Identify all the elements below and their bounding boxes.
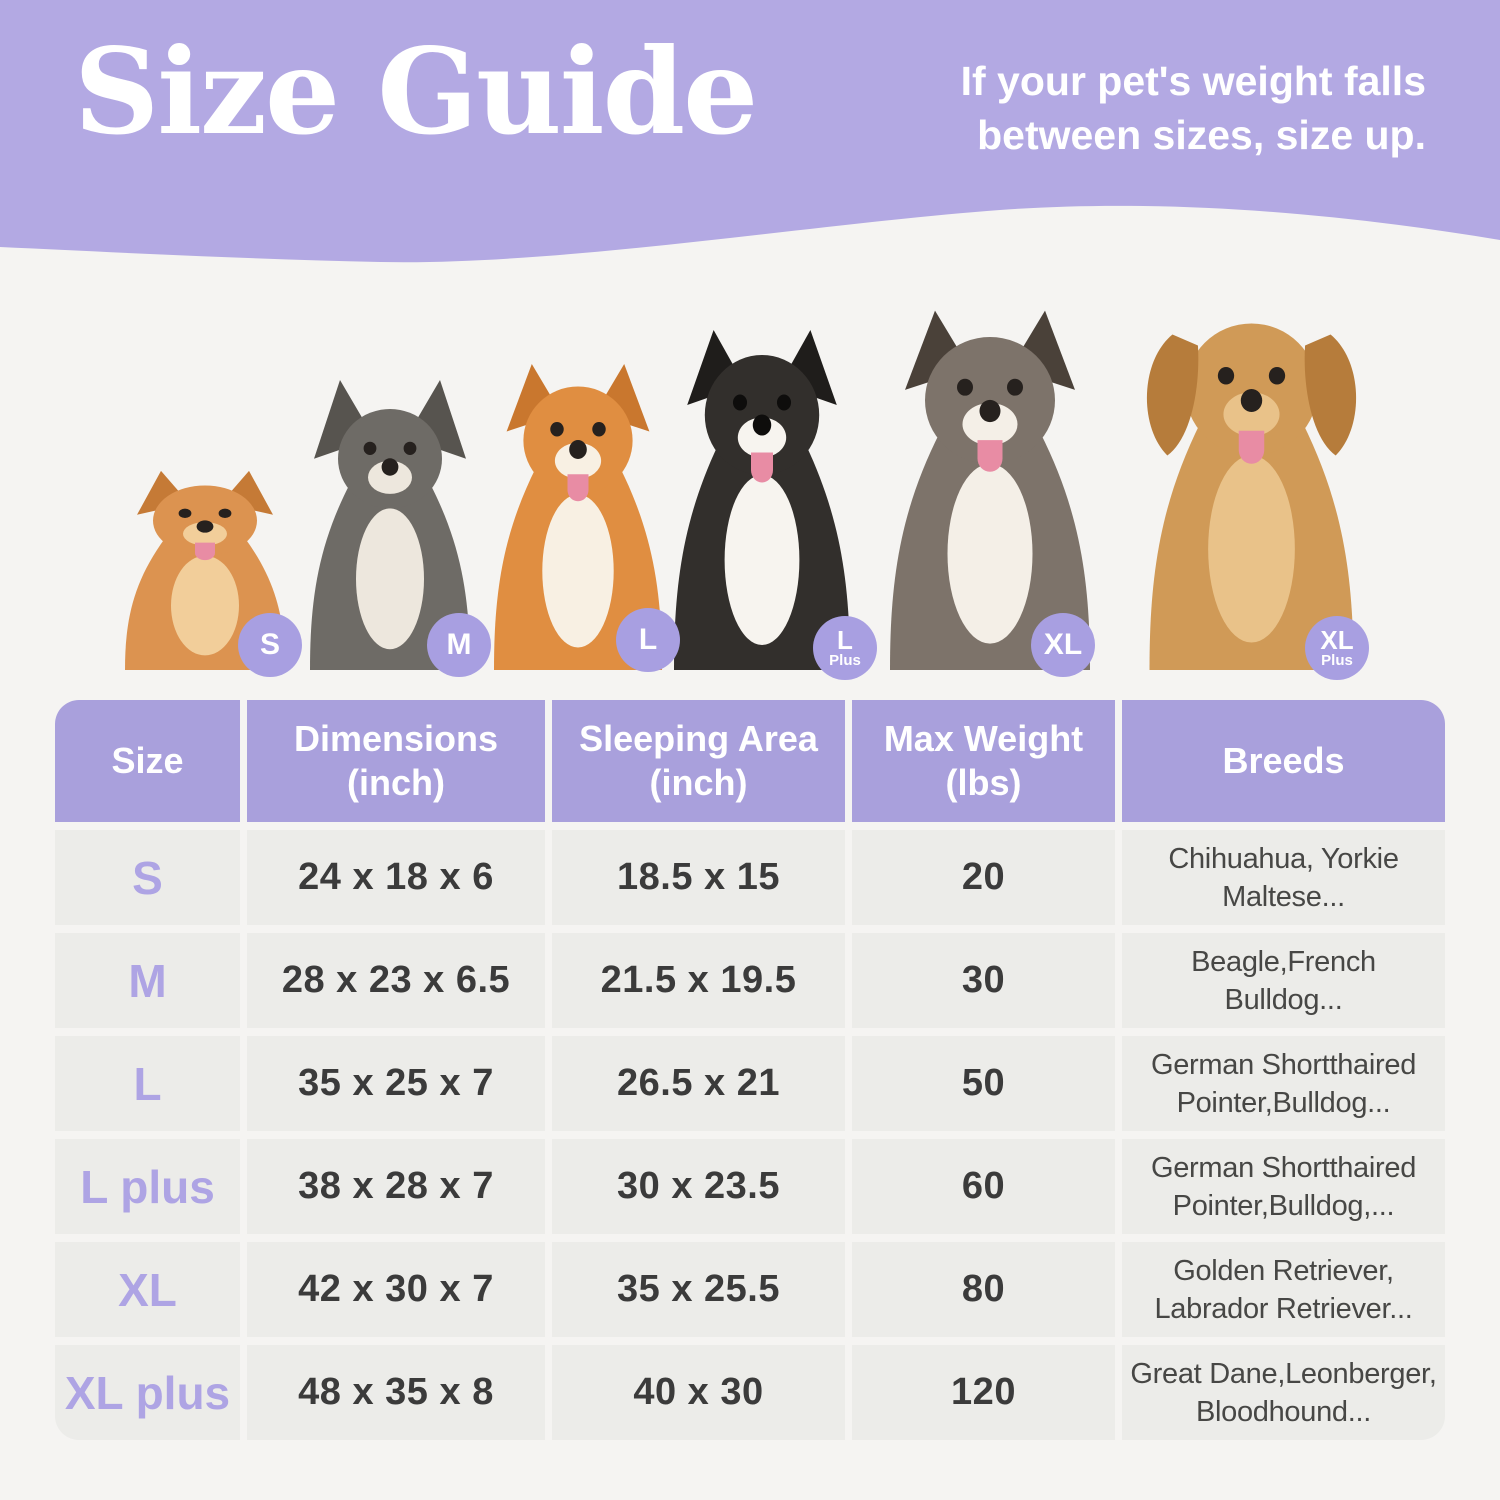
dog-illustration-shiba-inu [494,364,662,670]
header-cell-size: Size [55,700,240,822]
max-weight-cell: 50 [852,1036,1115,1131]
max-weight-cell: 120 [852,1345,1115,1440]
breeds-cell: German Shortthaired Pointer,Bulldog... [1122,1036,1445,1131]
dimensions-cell: 28 x 23 x 6.5 [247,933,545,1028]
breeds-cell: German Shortthaired Pointer,Bulldog,... [1122,1139,1445,1234]
sleeping-area-cell: 21.5 x 19.5 [552,933,845,1028]
size-cell: XL plus [55,1345,240,1440]
dimensions-cell: 35 x 25 x 7 [247,1036,545,1131]
size-badge-s: S [238,613,302,677]
size-badge-label: L [638,623,658,656]
dog-illustration-french-bulldog [310,380,470,670]
dimensions-cell: 42 x 30 x 7 [247,1242,545,1337]
size-badge-xl: XL [1031,613,1095,677]
breeds-cell: Beagle,French Bulldog... [1122,933,1445,1028]
sleeping-area-cell: 40 x 30 [552,1345,845,1440]
header-wave [0,0,1500,263]
dog-illustration-golden-retriever [1146,323,1357,670]
max-weight-cell: 30 [852,933,1115,1028]
dog-illustration-australian-shepherd [890,310,1090,670]
breeds-cell: Golden Retriever, Labrador Retriever... [1122,1242,1445,1337]
breeds-cell: Chihuahua, Yorkie Maltese... [1122,830,1445,925]
size-badge-label: XL [1320,625,1354,655]
size-cell: M [55,933,240,1028]
dimensions-cell: 48 x 35 x 8 [247,1345,545,1440]
size-cell: XL [55,1242,240,1337]
size-badge-l-plus: L Plus [813,616,877,680]
page-title: Size Guide [74,22,758,161]
dimensions-cell: 38 x 28 x 7 [247,1139,545,1234]
size-badge-label: XL [1043,628,1083,661]
size-badge-sublabel: Plus [1321,652,1353,669]
sleeping-area-cell: 18.5 x 15 [552,830,845,925]
header-cell-dimensions: Dimensions (inch) [247,700,545,822]
header-cell-breeds: Breeds [1122,700,1445,822]
size-cell: S [55,830,240,925]
size-badge-label: S [259,628,280,661]
size-badge-l: L [616,608,680,672]
size-cell: L plus [55,1139,240,1234]
size-badge-xl-plus: XL Plus [1305,616,1369,680]
header-cell-max-weight: Max Weight (lbs) [852,700,1115,822]
max-weight-cell: 80 [852,1242,1115,1337]
dimensions-cell: 24 x 18 x 6 [247,830,545,925]
max-weight-cell: 60 [852,1139,1115,1234]
sizing-note: If your pet's weight falls between sizes… [960,58,1426,158]
dog-illustration-border-collie [674,330,850,670]
size-badge-label: M [446,628,472,661]
header-cell-sleeping-area: Sleeping Area (inch) [552,700,845,822]
sleeping-area-cell: 30 x 23.5 [552,1139,845,1234]
sleeping-area-cell: 26.5 x 21 [552,1036,845,1131]
size-badge-m: M [427,613,491,677]
sleeping-area-cell: 35 x 25.5 [552,1242,845,1337]
size-cell: L [55,1036,240,1131]
max-weight-cell: 20 [852,830,1115,925]
breeds-cell: Great Dane,Leonberger, Bloodhound... [1122,1345,1445,1440]
size-badge-label: L [837,625,853,655]
size-badge-sublabel: Plus [829,652,861,669]
dog-lineup: S M L L Plus XL XL Plus [0,240,1500,680]
size-guide-table: Size Dimensions (inch) Sleeping Area (in… [55,700,1445,1440]
